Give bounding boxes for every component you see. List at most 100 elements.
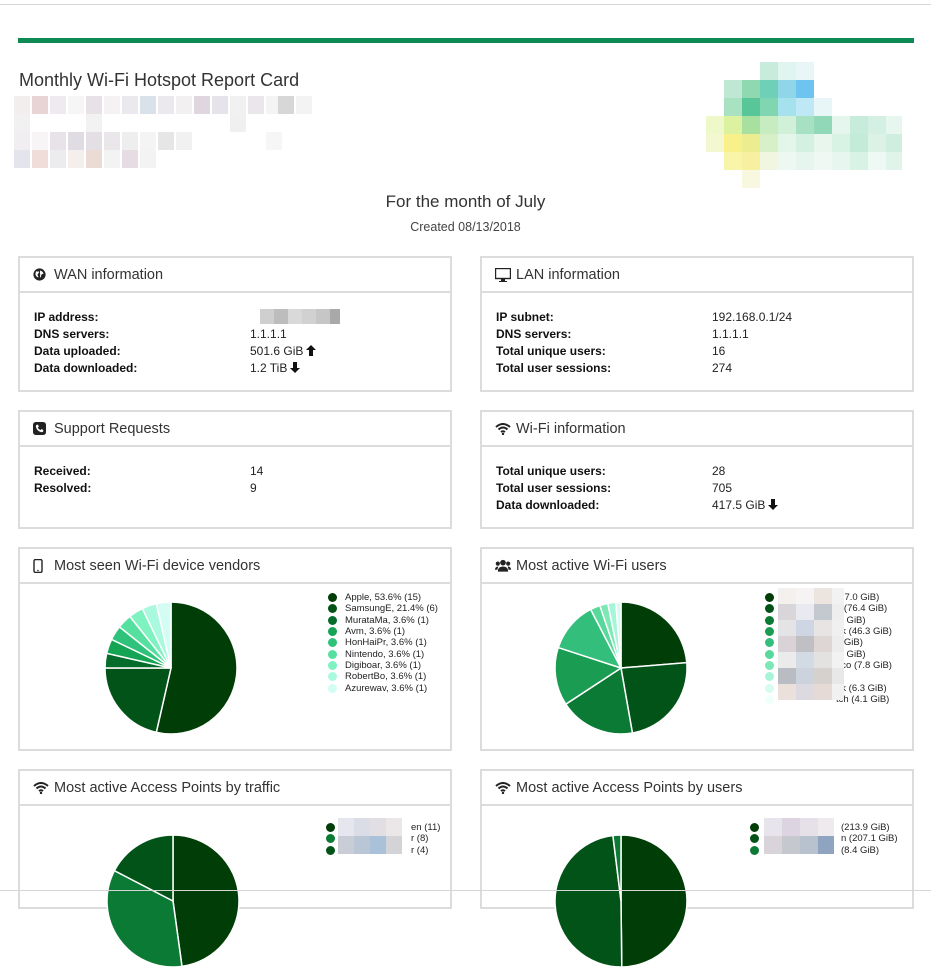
legend-swatch xyxy=(328,615,337,625)
header-accent-bar xyxy=(18,38,914,43)
legend-label: 2 GiB) xyxy=(836,637,863,649)
mobile-icon xyxy=(33,558,49,573)
support-requests-card: Support Requests Received: 14 Resolved: … xyxy=(18,410,452,529)
legend-item: rik (6.3 GiB) xyxy=(765,682,892,694)
lan-card-title: LAN information xyxy=(516,266,620,283)
redacted-user-names xyxy=(778,588,844,710)
legend-item: r (4) xyxy=(326,845,440,856)
pie-slice xyxy=(155,601,172,669)
legend-label: n (207.1 GiB) xyxy=(841,833,898,845)
wan-card-header: WAN information xyxy=(20,258,450,293)
legend-item: Apple, 53.6% (15) xyxy=(328,592,438,603)
support-resolved-label: Resolved: xyxy=(34,480,92,495)
lan-row-sessions: Total user sessions: 274 xyxy=(496,359,896,376)
users-pie-chart xyxy=(554,601,688,735)
support-card-header: Support Requests xyxy=(20,412,450,447)
legend-label: rik (6.3 GiB) xyxy=(836,682,887,694)
redacted-address xyxy=(14,96,314,168)
ap-users-pie-chart xyxy=(554,834,688,968)
pie-slice xyxy=(113,834,174,903)
redacted-ap-user-names xyxy=(764,818,834,854)
legend-item: Avm, 3.6% (1) xyxy=(328,626,438,637)
legend-item: Nintendo, 3.6% (1) xyxy=(328,648,438,660)
legend-swatch xyxy=(765,660,774,670)
wifi-row-sessions: Total user sessions: 705 xyxy=(496,479,896,496)
arrow-up-icon xyxy=(306,345,317,356)
support-card-title: Support Requests xyxy=(54,420,171,437)
legend-label: (213.9 GiB) xyxy=(841,822,890,834)
users-card-header: Most active Wi-Fi users xyxy=(482,549,912,584)
report-created-date: Created 08/13/2018 xyxy=(410,220,521,234)
active-users-card: Most active Wi-Fi users (77.0 GiB) o (76.… xyxy=(480,547,914,751)
lan-card-header: LAN information xyxy=(482,258,912,293)
pie-slice xyxy=(554,646,623,706)
pie-slice xyxy=(155,601,238,735)
legend-swatch xyxy=(765,593,774,603)
wan-downloaded-value: 1.2 TiB xyxy=(250,360,288,375)
legend-swatch xyxy=(765,683,774,693)
vendors-pie-chart xyxy=(104,601,238,735)
wifi-users-label: Total unique users: xyxy=(496,463,606,478)
legend-label: Nintendo, 3.6% (1) xyxy=(345,648,425,660)
lan-dns-label: DNS servers: xyxy=(496,326,572,341)
ap-traffic-card-title: Most active Access Points by traffic xyxy=(54,779,281,796)
support-received-value: 14 xyxy=(250,463,264,478)
legend-item: en (11) xyxy=(326,822,440,833)
wan-dns-label: DNS servers: xyxy=(34,326,110,341)
lan-row-subnet: IP subnet: 192.168.0.1/24 xyxy=(496,308,896,325)
wan-uploaded-value: 501.6 GiB xyxy=(250,343,304,358)
legend-swatch xyxy=(326,823,335,833)
users-card-title: Most active Wi-Fi users xyxy=(516,557,667,574)
device-vendors-card: Most seen Wi-Fi device vendors Apple, 53… xyxy=(18,547,452,751)
legend-item: Azurewav, 3.6% (1) xyxy=(328,682,438,694)
report-month: For the month of July xyxy=(385,192,546,211)
wifi-kv-list: Total unique users: 28 Total user sessio… xyxy=(496,462,896,513)
wifi-information-card: Wi-Fi information Total unique users: 28… xyxy=(480,410,914,529)
legend-swatch xyxy=(328,672,337,682)
legend-item: r (8) xyxy=(326,833,440,844)
wan-ip-label: IP address: xyxy=(34,309,99,324)
lan-row-users: Total unique users: 16 xyxy=(496,342,896,359)
vendors-card-header: Most seen Wi-Fi device vendors xyxy=(20,549,450,584)
wifi-users-value: 28 xyxy=(712,463,726,478)
monitor-icon xyxy=(495,267,511,282)
lan-subnet-label: IP subnet: xyxy=(496,309,554,324)
legend-swatch xyxy=(765,694,774,704)
pie-slice xyxy=(172,834,240,968)
legend-swatch xyxy=(326,834,335,844)
wifi-card-header: Wi-Fi information xyxy=(482,412,912,447)
legend-item: RobertBo, 3.6% (1) xyxy=(328,671,438,682)
legend-label: .2 GiB) xyxy=(836,648,866,660)
users-icon xyxy=(495,559,511,573)
wifi-sessions-label: Total user sessions: xyxy=(496,480,612,495)
wifi-card-title: Wi-Fi information xyxy=(516,420,626,437)
legend-item: HonHaiPr, 3.6% (1) xyxy=(328,637,438,648)
ap-users-card: Most active Access Points by users (213.… xyxy=(480,769,914,968)
vendors-legend: Apple, 53.6% (15) SamsungE, 21.4% (6) Mura… xyxy=(328,592,438,694)
support-row-received: Received: 14 xyxy=(34,462,434,479)
legend-swatch xyxy=(328,627,337,637)
legend-swatch xyxy=(328,593,337,603)
legend-swatch xyxy=(328,660,337,670)
pie-slice xyxy=(104,667,172,734)
redacted-ip xyxy=(250,309,340,324)
legend-item: n (207.1 GiB) xyxy=(750,833,898,844)
legend-label: HonHaiPr, 3.6% (1) xyxy=(345,637,427,649)
lan-users-value: 16 xyxy=(712,343,726,358)
pie-slice xyxy=(620,601,688,669)
legend-label: Azurewav, 3.6% (1) xyxy=(345,682,428,694)
legend-swatch xyxy=(328,638,337,648)
lan-information-card: LAN information IP subnet: 192.168.0.1/2… xyxy=(480,256,914,392)
legend-item: 2 GiB) xyxy=(765,637,892,648)
legend-swatch xyxy=(765,638,774,648)
wan-kv-list: IP address: DNS servers: 1.1.1.1 Data up… xyxy=(34,308,434,376)
pie-slice xyxy=(554,834,623,968)
wan-card-title: WAN information xyxy=(54,266,164,283)
legend-item: .2 GiB) xyxy=(765,648,892,660)
wifi-downloaded-label: Data downloaded: xyxy=(496,497,600,512)
legend-label: o (76.4 GiB) xyxy=(836,603,888,615)
legend-swatch xyxy=(765,627,774,637)
wan-information-card: WAN information IP address: DNS servers:… xyxy=(18,256,452,392)
wan-row-uploaded: Data uploaded: 501.6 GiB xyxy=(34,342,434,359)
legend-swatch xyxy=(750,845,759,855)
